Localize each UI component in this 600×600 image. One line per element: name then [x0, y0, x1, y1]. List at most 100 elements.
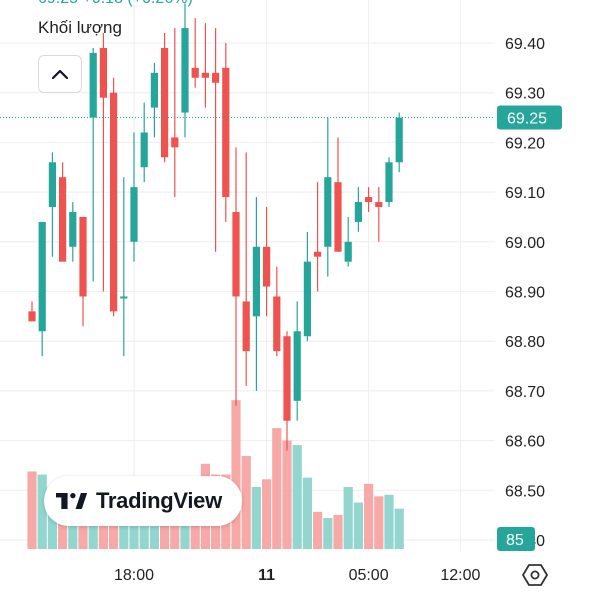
candle-body	[110, 92, 118, 312]
price-tick-label: 68.70	[505, 384, 545, 401]
candle-body	[242, 301, 250, 352]
candle-body	[303, 261, 311, 337]
time-tick-label: 18:00	[114, 567, 154, 584]
candle-body	[385, 162, 393, 203]
candle	[150, 62, 158, 138]
time-axis[interactable]: 18:00 11 05:00 12:00	[114, 567, 481, 584]
volume-bars	[27, 400, 404, 549]
candle-body	[140, 132, 148, 168]
candle-body	[201, 72, 209, 78]
candle	[293, 301, 301, 421]
candle	[38, 221, 46, 357]
candle-body	[171, 137, 179, 148]
candle	[232, 147, 240, 406]
volume-bar	[241, 456, 251, 549]
candle	[354, 187, 362, 232]
chevron-up-icon	[51, 69, 69, 80]
candle-body	[48, 162, 56, 208]
candle-body	[222, 67, 230, 198]
candle	[242, 152, 250, 386]
volume-bar	[37, 474, 47, 549]
candle-body	[150, 72, 158, 108]
candle	[252, 197, 260, 391]
candle	[344, 216, 352, 267]
volume-label: Khối lượng	[38, 18, 122, 37]
volume-bar	[384, 494, 394, 549]
volume-bar	[394, 508, 404, 549]
time-tick-label: 05:00	[349, 567, 389, 584]
hexagon-settings-icon[interactable]	[522, 562, 548, 588]
volume-bar	[323, 518, 333, 549]
price-tick-label: 68.90	[505, 285, 545, 302]
candle	[191, 18, 199, 88]
volume-bar	[302, 477, 312, 549]
candle-body	[28, 311, 36, 322]
candle-body	[293, 331, 301, 401]
price-tick-label: 69.00	[505, 235, 545, 252]
candle-body	[354, 202, 362, 222]
candle	[48, 152, 56, 257]
candle	[79, 216, 87, 327]
candle-body	[395, 117, 403, 163]
time-tick-label: 11	[258, 567, 275, 584]
price-axis[interactable]: 69.40 69.30 69.20 69.10 69.00 68.90 68.80 68.70…	[497, 36, 562, 551]
volume-bar	[313, 511, 323, 549]
price-tick-label: 69.20	[505, 135, 545, 152]
volume-bar	[343, 487, 353, 549]
candle	[181, 3, 189, 138]
candle-body	[89, 52, 97, 118]
tradingview-mark-icon	[56, 493, 88, 509]
price-tick-label: 68.60	[505, 434, 545, 451]
candle	[314, 182, 322, 292]
volume-bar	[231, 400, 241, 549]
volume-bar	[251, 487, 261, 549]
candle	[385, 157, 393, 208]
candle	[303, 231, 311, 342]
candle-body	[181, 28, 189, 113]
current-volume-badge	[497, 527, 535, 551]
volume-bar	[272, 428, 282, 549]
candle-body	[283, 336, 291, 421]
candle	[395, 112, 403, 173]
candle-body	[232, 211, 240, 297]
candle-body	[344, 241, 352, 262]
price-tick-label: 68.80	[505, 334, 545, 351]
candle	[69, 202, 77, 262]
candle	[273, 266, 281, 357]
tradingview-wordmark: TradingView	[96, 488, 222, 513]
candle	[59, 162, 67, 262]
candle-body	[79, 216, 87, 297]
price-tick-label: 69.40	[505, 36, 545, 53]
candle	[324, 117, 332, 277]
candle	[140, 102, 148, 183]
candle	[283, 331, 291, 451]
current-price-label: 69.25	[507, 111, 547, 128]
candle-body	[120, 296, 128, 299]
price-tick-label: 68.50	[505, 483, 545, 500]
candle	[212, 28, 220, 252]
candle-body	[334, 182, 342, 252]
candle-body	[38, 221, 46, 332]
candle-body	[252, 246, 260, 317]
volume-bar	[27, 471, 37, 549]
candle-body	[59, 177, 67, 262]
candle	[375, 187, 383, 242]
candle	[89, 47, 97, 282]
candle-body	[99, 47, 107, 98]
candle	[110, 77, 118, 317]
candle-body	[263, 246, 271, 287]
candle-body	[161, 47, 169, 158]
volume-bar	[353, 502, 363, 549]
candle	[130, 132, 138, 262]
candle	[171, 28, 179, 198]
candle-body	[324, 177, 332, 247]
candle-body	[314, 251, 322, 257]
candle-body	[130, 187, 138, 242]
candle-body	[212, 72, 220, 83]
candle	[365, 187, 373, 212]
collapse-button[interactable]	[38, 55, 82, 93]
tradingview-logo[interactable]: TradingView	[44, 476, 242, 526]
price-change-header: 69.25 +0.18 (+0.26%)	[38, 0, 193, 8]
price-tick-label: 69.10	[505, 185, 545, 202]
